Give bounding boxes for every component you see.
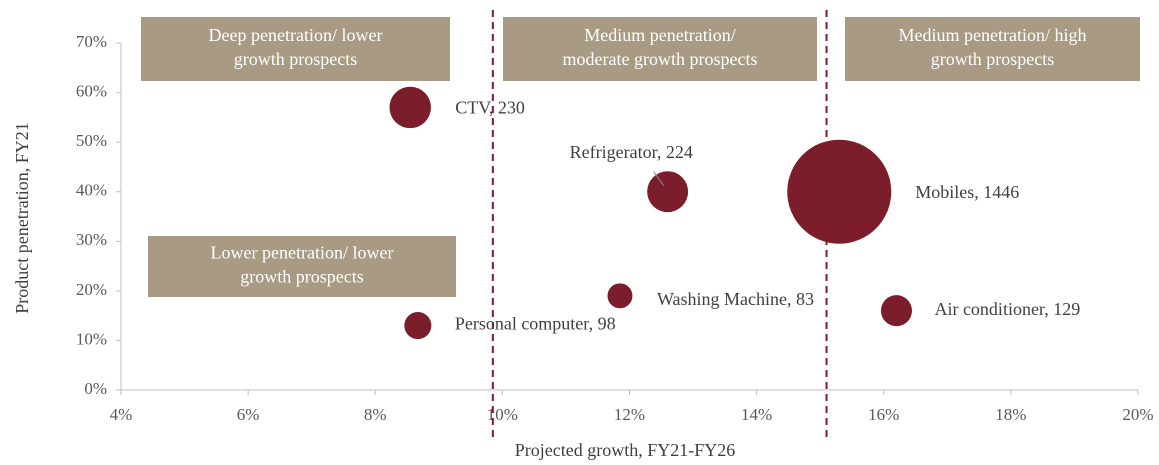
annotation-text: Lower penetration/ lower: [211, 243, 394, 263]
annotation-box: [845, 17, 1140, 81]
x-tick-label: 16%: [868, 405, 899, 424]
x-tick-label: 12%: [614, 405, 645, 424]
x-tick-label: 14%: [741, 405, 772, 424]
y-tick-label: 40%: [76, 181, 107, 200]
annotation: Deep penetration/ lower growth prospects: [141, 17, 450, 81]
annotation: Medium penetration/ high growth prospects: [845, 17, 1140, 81]
bubble: [880, 295, 912, 327]
annotation-box: [141, 17, 450, 81]
annotation-text: growth prospects: [234, 49, 357, 69]
annotation: Lower penetration/ lower growth prospects: [148, 236, 456, 297]
y-tick-label: 30%: [76, 230, 107, 249]
annotation-text: moderate growth prospects: [563, 49, 758, 69]
data-label: Washing Machine, 83: [657, 289, 814, 309]
bubble: [787, 139, 892, 244]
y-tick-label: 70%: [76, 32, 107, 51]
x-axis-title: Projected growth, FY21-FY26: [515, 440, 735, 460]
x-tick-label: 20%: [1122, 405, 1153, 424]
y-tick-label: 10%: [76, 329, 107, 348]
y-tick-label: 0%: [84, 379, 107, 398]
bubble: [647, 171, 689, 213]
x-tick-label: 6%: [237, 405, 260, 424]
data-label: Air conditioner, 129: [934, 299, 1080, 319]
annotation: Medium penetration/moderate growth prosp…: [503, 17, 817, 81]
annotation-text: growth prospects: [931, 49, 1054, 69]
leader-line: [653, 171, 665, 187]
y-tick-label: 50%: [76, 131, 107, 150]
bubble: [389, 86, 431, 129]
x-tick-label: 18%: [995, 405, 1026, 424]
annotation-box: [148, 236, 456, 297]
bubble: [607, 283, 633, 309]
y-tick-label: 20%: [76, 280, 107, 299]
annotation-text: Medium penetration/: [584, 25, 735, 45]
y-tick-label: 60%: [76, 81, 107, 100]
annotation-text: Deep penetration/ lower: [209, 25, 383, 45]
x-tick-label: 8%: [364, 405, 387, 424]
data-label: CTV, 230: [455, 98, 525, 118]
x-tick-label: 10%: [487, 405, 518, 424]
annotation-text: growth prospects: [240, 267, 363, 287]
annotation-box: [503, 17, 817, 81]
annotation-text: Medium penetration/ high: [899, 25, 1087, 45]
data-label: Mobiles, 1446: [915, 182, 1019, 202]
x-tick-label: 4%: [110, 405, 133, 424]
y-axis-title: Product penetration, FY21: [12, 122, 32, 313]
data-label: Refrigerator, 224: [570, 142, 693, 162]
data-label: Personal computer, 98: [455, 314, 616, 334]
bubble: [404, 312, 432, 340]
